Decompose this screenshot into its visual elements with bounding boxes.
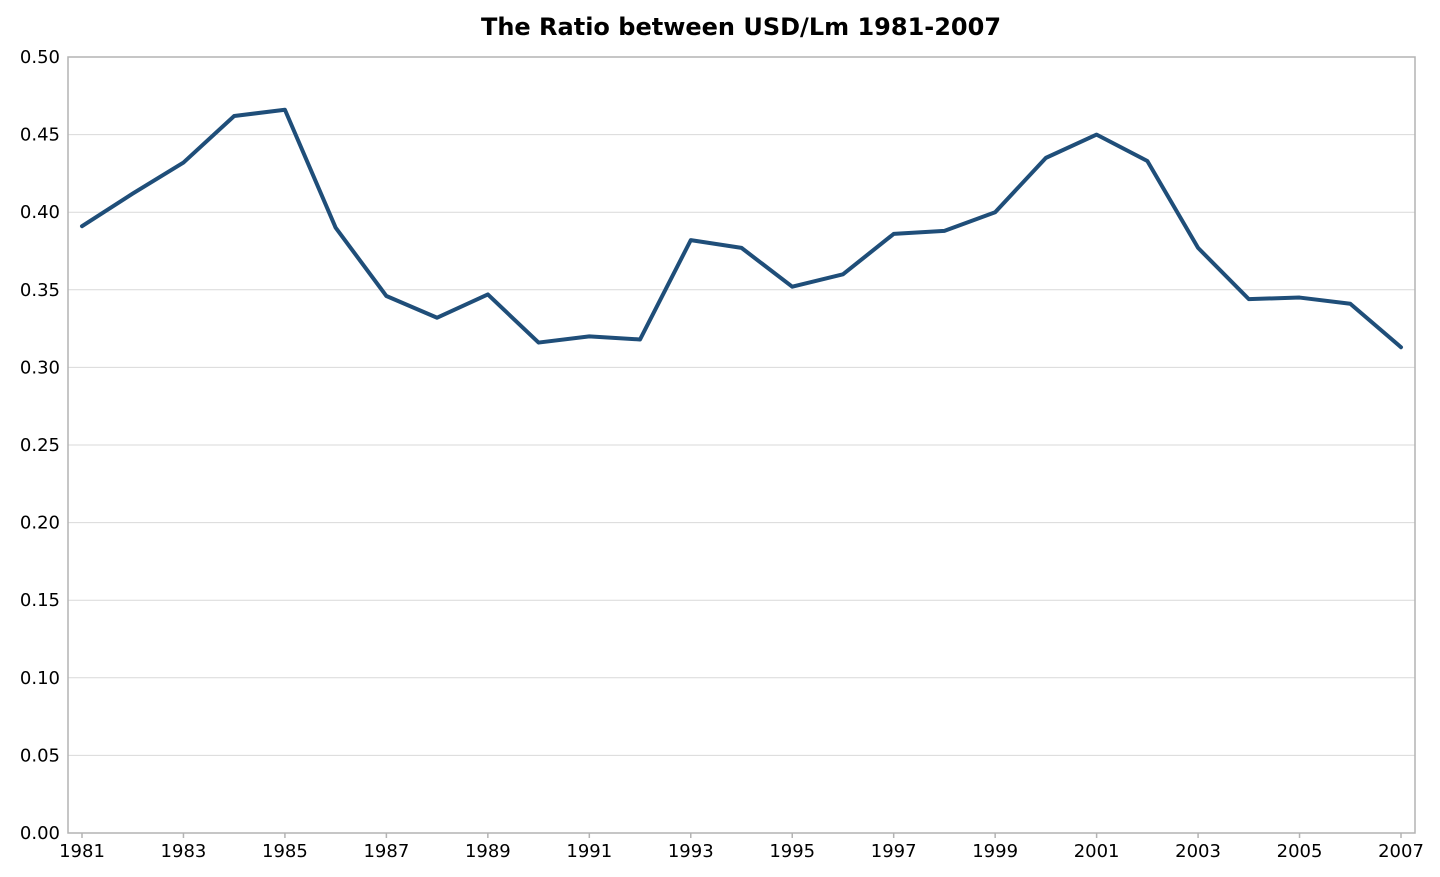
y-tick-label: 0.30 xyxy=(20,357,60,378)
x-tick-label: 1999 xyxy=(972,841,1018,862)
x-tick-label: 2003 xyxy=(1175,841,1221,862)
x-tick-label: 1991 xyxy=(566,841,612,862)
y-tick-label: 0.10 xyxy=(20,668,60,689)
x-tick-label: 1989 xyxy=(465,841,511,862)
x-tick-label: 1995 xyxy=(769,841,815,862)
y-tick-label: 0.00 xyxy=(20,823,60,844)
y-tick-label: 0.45 xyxy=(20,125,60,146)
y-tick-label: 0.25 xyxy=(20,435,60,456)
x-tick-label: 2001 xyxy=(1074,841,1120,862)
y-tick-label: 0.50 xyxy=(20,47,60,68)
y-axis: 0.00 0.05 0.10 0.15 0.20 0.25 0.30 0.35 0.40 0.45… xyxy=(20,47,60,844)
gridlines xyxy=(68,134,1415,756)
y-tick-label: 0.05 xyxy=(20,745,60,766)
x-axis: 1981 1983 1985 1987 1989 1991 1993 1995 1997 1999… xyxy=(59,833,1424,862)
x-tick-label: 1983 xyxy=(161,841,207,862)
y-tick-label: 0.20 xyxy=(20,513,60,534)
y-tick-label: 0.35 xyxy=(20,280,60,301)
x-tick-label: 2005 xyxy=(1277,841,1323,862)
y-tick-label: 0.40 xyxy=(20,202,60,223)
series-layer xyxy=(80,107,1403,350)
x-tick-label: 1981 xyxy=(59,841,105,862)
series-line xyxy=(80,107,1403,350)
x-tick-label: 1993 xyxy=(668,841,714,862)
x-tick-label: 2007 xyxy=(1378,841,1424,862)
x-tick-label: 1987 xyxy=(363,841,409,862)
x-tick-label: 1985 xyxy=(262,841,308,862)
chart-title: The Ratio between USD/Lm 1981-2007 xyxy=(481,13,1001,41)
y-tick-label: 0.15 xyxy=(20,590,60,611)
plot-area xyxy=(67,56,1416,834)
x-tick-label: 1997 xyxy=(871,841,917,862)
